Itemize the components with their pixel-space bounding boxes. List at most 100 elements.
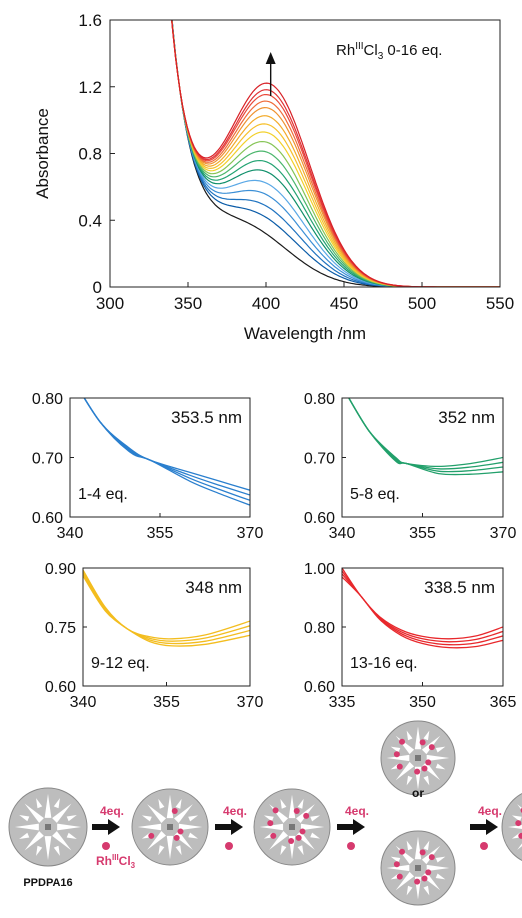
inset-line-3 (83, 573, 250, 645)
dendron-branch (36, 798, 43, 809)
spectrum-line-0eq (171, 20, 500, 287)
inset-series-group (342, 568, 503, 649)
inset-y-tick-label: 0.90 (45, 561, 76, 578)
inset-y-tick-label: 1.00 (304, 561, 335, 578)
dendron-branch (66, 832, 77, 839)
dendrimer-4eq (131, 788, 209, 866)
y-tick-label: 0.8 (78, 145, 102, 164)
spectrum-line-6eq (171, 20, 500, 287)
annotation-part: 0-16 eq. (383, 42, 442, 59)
inset-x-tick-label: 370 (237, 525, 264, 542)
rh-atom (396, 763, 403, 770)
inset-x-tick-label: 370 (237, 694, 264, 711)
spectrum-line-9eq (171, 20, 500, 287)
inset-x-tick-label: 355 (409, 525, 436, 542)
step-equivalents-label: 4eq. (100, 804, 124, 818)
y-tick-label: 0.4 (78, 211, 102, 230)
reagent-part: Cl (119, 854, 131, 868)
rh-atom (515, 820, 522, 827)
spectrum-line-5eq (171, 20, 500, 287)
inset-y-tick-label: 0.60 (304, 679, 335, 696)
dendron-arm (288, 794, 296, 819)
rh-atom (171, 807, 178, 814)
dendron-arm (147, 831, 166, 850)
core-square (415, 755, 421, 761)
inset-chart-1: 340 355 370 0.60 0.70 0.80 353.5 nm 1-4 eq. (32, 391, 264, 542)
dendron-branch (297, 845, 304, 856)
step-equivalents-label: 4eq. (478, 804, 502, 818)
arrow-step-1: 4eq. (92, 804, 124, 850)
dendron-arm (166, 835, 174, 860)
inset-line-4 (83, 575, 250, 647)
arrow-step-4: 4eq. (470, 804, 502, 850)
dendron-branch (141, 815, 152, 822)
inset-y-tick-label: 0.80 (304, 620, 335, 637)
dendron-arm (395, 871, 415, 891)
dendron-arm (44, 836, 52, 861)
main-plot-frame (109, 19, 501, 288)
rh-atom (399, 848, 406, 855)
spectrum-line-4eq (171, 20, 500, 287)
rh-atom (173, 834, 180, 841)
dendron-branch (175, 798, 182, 809)
spectrum-line-10eq (171, 20, 500, 287)
dendron-arm (137, 823, 162, 831)
inset-series-group (348, 398, 503, 476)
dendron-arm (57, 823, 82, 831)
x-tick-label: 450 (330, 294, 358, 313)
equivalents-label: 13-16 eq. (350, 655, 418, 672)
inset-x-tick-label: 340 (57, 525, 84, 542)
dendron-branch (53, 798, 60, 809)
core-square (289, 824, 295, 830)
dendron-arm (426, 754, 450, 762)
rh-reagent-icon (347, 842, 355, 850)
dendron-branch (310, 815, 321, 822)
isosbestic-wavelength-label: 348 nm (185, 578, 242, 597)
dendron-branch (390, 856, 401, 863)
isosbestic-wavelength-label: 353.5 nm (171, 408, 242, 427)
arrow-step-2: 4eq. (215, 804, 247, 850)
dendron-arm (24, 803, 44, 823)
reaction-arrow (337, 819, 365, 835)
inset-line-2 (83, 571, 250, 642)
isosbestic-wavelength-label: 338.5 nm (424, 578, 495, 597)
dendron-branch (158, 798, 165, 809)
rh-annotation: RhIIICl3 0-16 eq. (336, 41, 442, 62)
inset-line-4 (83, 398, 250, 506)
y-tick-label: 0 (93, 278, 102, 297)
dendron-arm (259, 823, 284, 831)
rh-atom (267, 820, 274, 827)
inset-chart-4: 335 350 365 0.60 0.80 1.00 338.5 nm 13-16 eq. (304, 561, 517, 711)
equivalents-label: 5-8 eq. (350, 486, 400, 503)
inset-chart-2: 340 355 370 0.60 0.70 0.80 352 nm 5-8 eq. (304, 391, 517, 542)
inset-line-1 (83, 398, 250, 491)
annotation-part: Cl (364, 42, 378, 59)
dendron-branch (280, 798, 287, 809)
isosbestic-wavelength-label: 352 nm (438, 408, 495, 427)
rh-atom (414, 878, 421, 885)
rh-atom (293, 807, 300, 814)
reaction-arrow (215, 819, 243, 835)
y-tick-label: 1.6 (78, 11, 102, 30)
annotation-part: 3 (378, 51, 384, 62)
inset-line-4 (348, 398, 503, 476)
rh-atom (428, 854, 435, 861)
rh-atom (177, 828, 184, 835)
inset-line-3 (348, 398, 503, 473)
annotation-part: Rh (336, 42, 355, 59)
dendron-arm (52, 803, 72, 823)
rh-atom (421, 875, 428, 882)
dendron-branch (406, 885, 413, 896)
start-compound-label: PPDPA16 (23, 877, 72, 889)
rh-atom (428, 744, 435, 751)
inset-y-tick-label: 0.75 (45, 620, 76, 637)
rh-atom (399, 738, 406, 745)
rh-atom (295, 834, 302, 841)
core-square (45, 824, 51, 830)
inset-x-tick-label: 370 (490, 525, 517, 542)
x-axis-label: Wavelength /nm (244, 324, 366, 343)
y-tick-label: 1.2 (78, 78, 102, 97)
inset-line-4 (342, 576, 503, 649)
dendron-branch (263, 815, 274, 822)
dendron-arm (395, 761, 415, 781)
